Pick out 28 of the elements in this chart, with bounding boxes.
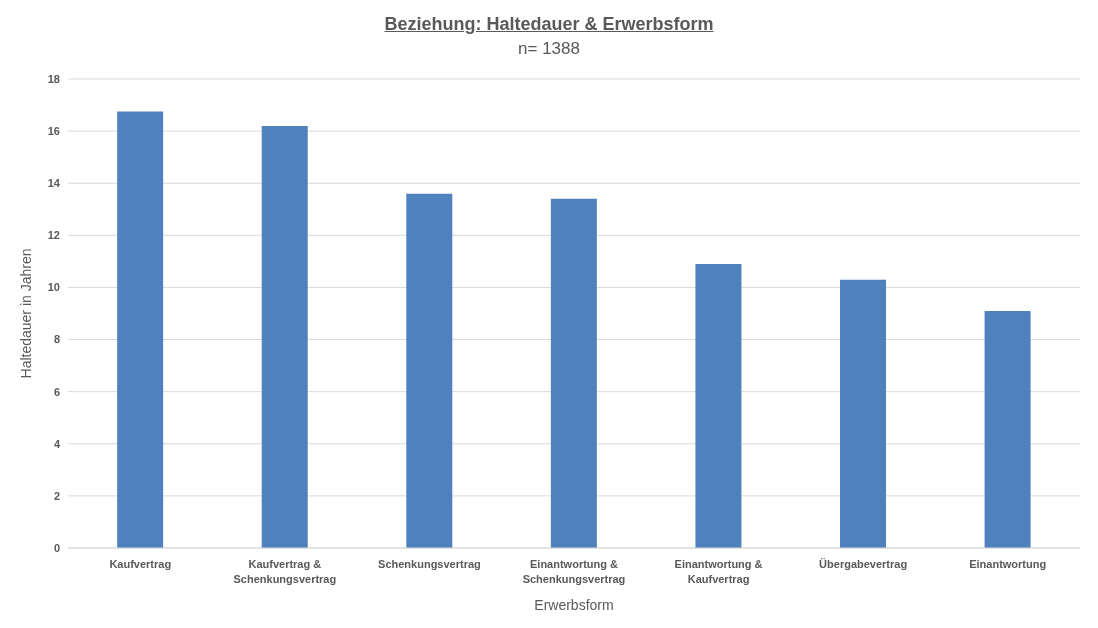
y-tick-label: 0 bbox=[53, 541, 60, 554]
chart-subtitle: n= 1388 bbox=[517, 39, 581, 59]
y-axis-title: Haltedauer in Jahren bbox=[17, 248, 34, 379]
x-tick-label: Kaufvertrag & Schenkungsvertrag bbox=[233, 558, 337, 585]
y-tick-label: 10 bbox=[47, 281, 60, 294]
bar bbox=[117, 111, 164, 548]
bar bbox=[840, 279, 887, 548]
chart-title: Beziehung: Haltedauer & Erwerbsform bbox=[383, 14, 715, 35]
x-tick-label: Einantwortung & Schenkungsvertrag bbox=[522, 558, 626, 585]
y-tick-label: 14 bbox=[47, 177, 61, 190]
bar bbox=[550, 198, 597, 548]
x-axis-title: Erwerbsform bbox=[534, 597, 614, 613]
x-tick-label: Übergabevertrag bbox=[819, 558, 908, 570]
x-tick-label: Kaufvertrag bbox=[109, 558, 172, 570]
y-tick-label: 16 bbox=[47, 125, 60, 138]
x-tick-label: Schenkungsvertrag bbox=[378, 558, 481, 570]
y-tick-label: 6 bbox=[53, 385, 60, 398]
y-tick-label: 8 bbox=[53, 333, 60, 346]
y-tick-label: 4 bbox=[53, 437, 61, 450]
bar bbox=[695, 263, 742, 548]
y-tick-label: 2 bbox=[53, 489, 60, 502]
bar bbox=[406, 193, 453, 548]
bar bbox=[984, 310, 1031, 548]
y-tick-label: 18 bbox=[47, 72, 60, 85]
y-tick-label: 12 bbox=[47, 229, 60, 242]
bar bbox=[261, 125, 308, 548]
x-tick-label: Einantwortung bbox=[969, 558, 1047, 570]
x-tick-label: Einantwortung & Kaufvertrag bbox=[674, 558, 763, 585]
